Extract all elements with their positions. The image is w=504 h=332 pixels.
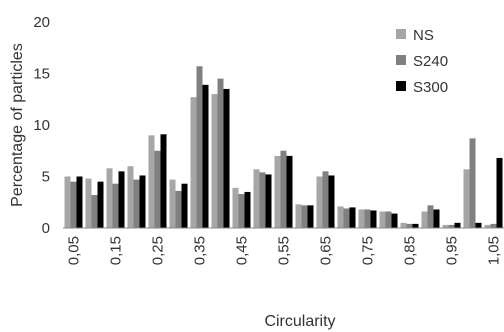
bar-ns-5 [169,179,176,228]
bar-s240-17 [427,205,434,228]
bar-ns-9 [253,169,260,228]
bar-s300-2 [118,171,125,228]
bar-s300-10 [286,155,293,228]
x-tick-label: 0,55 [276,236,293,265]
bar-s300-19 [475,222,482,228]
bar-s300-5 [181,183,188,228]
y-tick-label: 0 [42,220,50,237]
y-tick-label: 15 [33,66,50,83]
x-tick-label: 0,85 [402,236,419,265]
bar-s240-3 [133,179,140,228]
x-tick-label: 0,75 [360,236,377,265]
bar-s300-15 [391,213,398,228]
x-tick-label: 0,25 [150,236,167,265]
bar-ns-10 [274,155,281,228]
bar-s300-14 [370,210,377,228]
bar-s240-13 [343,208,350,228]
legend-swatch-s300 [396,81,406,91]
x-tick-label: 0,15 [108,236,125,265]
x-tick-label: 0,65 [318,236,335,265]
bar-ns-20 [484,224,491,228]
y-axis-title: Percentage of particles [9,43,26,207]
x-tick-label: 0,05 [66,236,83,265]
bar-ns-6 [190,97,197,228]
bar-s300-11 [307,205,314,228]
legend-swatch-s240 [396,55,406,65]
bar-s240-15 [385,211,392,228]
y-axis-ticks: 0 5 10 15 20 [33,14,50,237]
bar-s300-9 [265,174,272,228]
bar-s300-20 [496,157,503,228]
bar-ns-11 [295,204,302,228]
bar-ns-12 [316,176,323,228]
bar-s300-4 [160,134,167,228]
bar-ns-18 [442,224,449,228]
bars [64,66,503,229]
bar-s240-2 [112,183,119,228]
bar-s300-7 [223,88,230,228]
bar-ns-14 [358,209,365,228]
bar-s240-16 [406,223,413,228]
bar-s240-9 [259,172,266,228]
bar-s240-6 [196,66,203,228]
bar-s300-12 [328,175,335,228]
legend-label-s240: S240 [413,53,448,70]
y-tick-label: 5 [42,169,50,186]
bar-s240-20 [490,223,497,228]
bar-ns-4 [148,135,155,228]
bar-s240-1 [91,195,98,228]
bar-s240-11 [301,205,308,228]
bar-s300-6 [202,84,209,228]
y-tick-label: 10 [33,117,50,134]
bar-ns-19 [463,169,470,228]
bar-s300-13 [349,207,356,228]
bar-s240-10 [280,150,287,228]
y-tick-label: 20 [33,14,50,31]
legend: NS S240 S300 [396,27,448,96]
x-tick-label: 0,45 [234,236,251,265]
bar-ns-0 [64,176,71,228]
bar-s300-1 [97,181,104,228]
bar-s240-0 [70,181,77,228]
bar-s300-8 [244,191,251,228]
bar-ns-3 [127,166,134,228]
bar-s240-4 [154,150,161,228]
legend-swatch-ns [396,29,406,39]
bar-ns-8 [232,187,239,228]
x-tick-label: 0,35 [192,236,209,265]
bar-ns-1 [85,178,92,228]
bar-s300-17 [433,209,440,228]
x-tick-label: 1,05 [486,236,503,265]
bar-s240-14 [364,209,371,228]
bar-ns-16 [400,222,407,228]
bar-s240-7 [217,78,224,229]
bar-ns-2 [106,168,113,228]
legend-label-s300: S300 [413,79,448,96]
legend-label-ns: NS [413,27,434,44]
bar-s300-16 [412,223,419,228]
bar-ns-7 [211,94,218,228]
x-axis-ticks: 0,05 0,15 0,25 0,35 0,45 0,55 0,65 0,75 0,85 0,95… [66,236,503,265]
bar-s240-18 [448,224,455,228]
x-tick-label: 0,95 [444,236,461,265]
bar-s300-3 [139,175,146,228]
bar-s240-5 [175,190,182,228]
bar-s240-19 [469,138,476,228]
bar-ns-17 [421,211,428,228]
bar-ns-15 [379,211,386,228]
bar-s300-18 [454,222,461,228]
x-axis-title: Circularity [264,313,335,330]
bar-ns-13 [337,206,344,228]
bar-s240-12 [322,171,329,228]
bar-s240-8 [238,194,245,228]
bar-s300-0 [76,176,83,228]
